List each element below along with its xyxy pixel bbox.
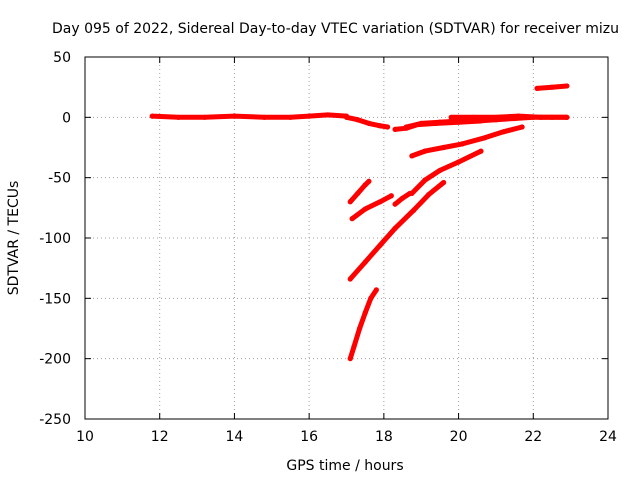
data-point bbox=[392, 225, 398, 231]
data-point bbox=[377, 199, 383, 205]
y-tick-label: -250 bbox=[39, 412, 71, 428]
x-tick-label: 18 bbox=[375, 429, 393, 445]
data-point bbox=[437, 167, 443, 174]
data-point bbox=[362, 259, 368, 265]
data-point bbox=[349, 216, 355, 222]
data-point bbox=[493, 114, 499, 120]
y-axis-label: SDTVAR / TECUs bbox=[6, 181, 22, 296]
data-point bbox=[538, 114, 544, 120]
series-line-9 bbox=[350, 193, 393, 221]
data-point bbox=[409, 153, 415, 159]
data-point bbox=[261, 114, 267, 120]
y-tick-label: -150 bbox=[39, 291, 71, 307]
data-point bbox=[347, 199, 353, 205]
data-point bbox=[325, 112, 331, 118]
data-point bbox=[343, 114, 350, 120]
data-point bbox=[368, 295, 374, 301]
data-point bbox=[448, 114, 454, 120]
data-point bbox=[564, 114, 570, 120]
data-point bbox=[437, 119, 443, 125]
grid bbox=[85, 57, 608, 419]
data-point bbox=[549, 84, 555, 90]
x-tick-label: 20 bbox=[450, 429, 468, 445]
series-layer bbox=[149, 83, 570, 362]
data-point bbox=[347, 276, 353, 282]
series-line-1 bbox=[152, 112, 347, 120]
data-point bbox=[422, 148, 428, 154]
data-point bbox=[392, 201, 398, 207]
data-point bbox=[459, 141, 465, 147]
data-point bbox=[441, 144, 447, 151]
x-axis-label: GPS time / hours bbox=[286, 458, 403, 474]
data-point bbox=[441, 179, 447, 186]
data-point bbox=[373, 287, 379, 293]
data-point bbox=[306, 113, 312, 119]
data-point bbox=[418, 120, 424, 126]
data-point bbox=[362, 182, 368, 188]
x-tick-label: 12 bbox=[151, 429, 169, 445]
data-point bbox=[362, 310, 368, 316]
data-point bbox=[231, 113, 238, 119]
x-tick-label: 22 bbox=[524, 429, 542, 445]
data-point bbox=[149, 113, 155, 119]
data-point bbox=[455, 159, 462, 165]
data-point bbox=[201, 114, 208, 120]
data-point bbox=[426, 191, 432, 198]
data-point bbox=[356, 325, 363, 332]
data-point bbox=[175, 114, 181, 120]
data-point bbox=[362, 206, 368, 212]
x-tick-label: 14 bbox=[226, 429, 244, 445]
chart-title: Day 095 of 2022, Sidereal Day-to-day VTE… bbox=[52, 21, 619, 37]
data-point bbox=[403, 124, 409, 130]
data-point bbox=[377, 242, 383, 248]
data-point bbox=[399, 195, 406, 201]
series-line-11 bbox=[410, 148, 483, 196]
data-point bbox=[478, 148, 484, 154]
data-point bbox=[287, 114, 294, 120]
data-point bbox=[500, 129, 506, 135]
y-tick-label: 0 bbox=[62, 110, 71, 126]
data-point bbox=[519, 124, 525, 130]
y-tick-label: 50 bbox=[53, 50, 71, 66]
data-point bbox=[347, 356, 353, 362]
x-tick-label: 10 bbox=[76, 429, 94, 445]
data-point bbox=[422, 177, 428, 183]
data-point bbox=[366, 120, 372, 126]
data-point bbox=[515, 113, 521, 119]
data-point bbox=[392, 126, 398, 132]
data-point bbox=[351, 344, 357, 350]
data-point bbox=[355, 190, 361, 196]
data-point bbox=[377, 123, 383, 129]
ticks: 10 12 14 16 18 20 22 24 50 0 -50 -100 -150 -200 -250 bbox=[39, 50, 617, 445]
data-point bbox=[409, 190, 415, 196]
data-point bbox=[470, 114, 477, 120]
data-point bbox=[384, 124, 391, 130]
series-line-8 bbox=[348, 179, 371, 204]
y-tick-label: -100 bbox=[39, 231, 71, 247]
data-point bbox=[355, 117, 361, 123]
data-point bbox=[411, 207, 417, 213]
data-point bbox=[534, 85, 540, 91]
data-point bbox=[482, 135, 488, 141]
data-point bbox=[388, 193, 394, 199]
y-tick-label: -50 bbox=[48, 171, 71, 187]
series-line-5 bbox=[451, 113, 567, 120]
x-tick-label: 24 bbox=[599, 429, 617, 445]
x-tick-label: 16 bbox=[300, 429, 318, 445]
y-tick-label: -200 bbox=[39, 352, 71, 368]
data-point bbox=[366, 178, 372, 184]
data-point bbox=[564, 83, 570, 89]
